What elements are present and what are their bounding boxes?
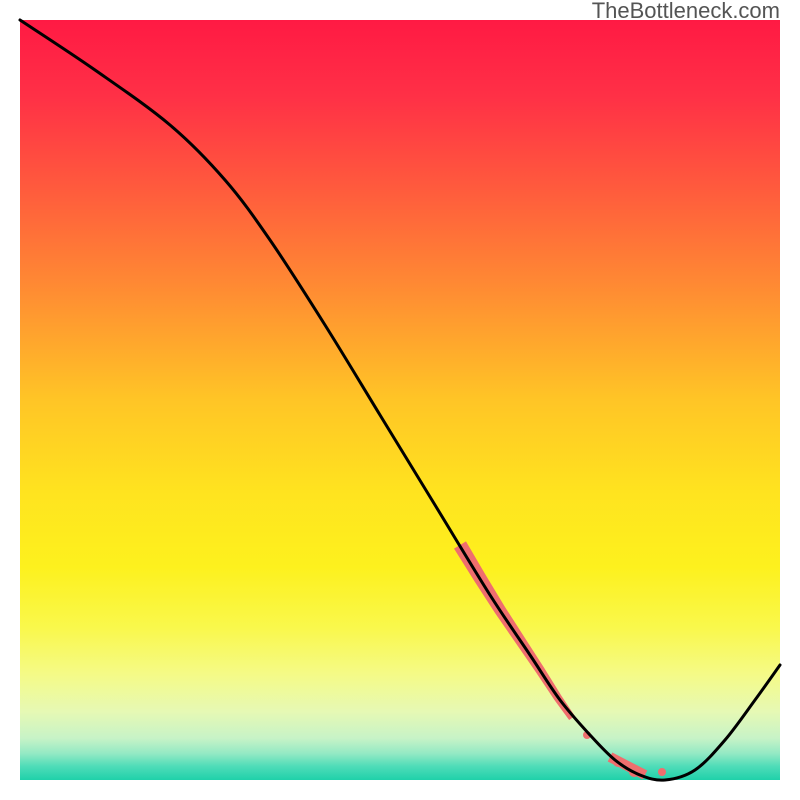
watermark-text: TheBottleneck.com bbox=[592, 0, 780, 23]
plot-background-gradient bbox=[20, 20, 780, 780]
chart-svg: TheBottleneck.com bbox=[0, 0, 800, 800]
bottleneck-chart: TheBottleneck.com bbox=[0, 0, 800, 800]
highlight-dot bbox=[658, 768, 666, 776]
